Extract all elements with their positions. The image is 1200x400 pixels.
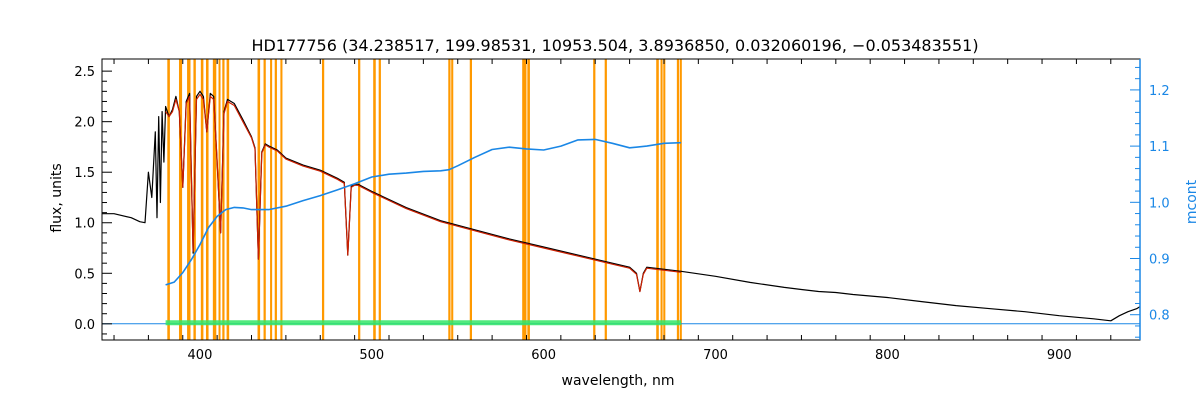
mask-band-0	[167, 59, 170, 340]
mask-band-8	[222, 59, 225, 340]
right-axis-label: mcont	[1184, 179, 1200, 224]
series-mcont-line	[165, 138, 682, 286]
y-tick-label: 2.5	[74, 65, 95, 80]
mask-band-12	[270, 59, 273, 340]
y-tick-label: 2.0	[74, 116, 95, 131]
mask-band-9	[226, 59, 230, 340]
axes: 400 500 600 700 800 900 0.0 0.5 1.0 1.5 2.0 2.5 0.8 0…	[74, 58, 1170, 363]
mask-band-29	[676, 59, 680, 340]
mask-band-15	[321, 59, 325, 340]
series-observed-line	[102, 90, 1141, 322]
mask-band-17	[373, 59, 376, 340]
mask-band-30	[679, 59, 682, 340]
y2-tick-label: 0.8	[1149, 309, 1170, 324]
y-tick-label: 0.0	[74, 318, 95, 333]
mask-band-24	[593, 59, 596, 340]
x-tick-label: 400	[188, 348, 213, 363]
mask-band-6	[212, 59, 217, 340]
x-tick-label: 600	[531, 348, 556, 363]
series-model-line	[165, 93, 682, 293]
mask-band-25	[604, 59, 607, 340]
mask-band-2	[187, 59, 191, 340]
mask-band-20	[451, 59, 454, 340]
y-tick-label: 1.5	[74, 166, 95, 181]
y-tick-label: 1.0	[74, 217, 95, 232]
mask-band-11	[263, 59, 266, 340]
x-tick-label: 700	[703, 348, 728, 363]
y2-tick-label: 1.1	[1149, 140, 1170, 155]
x-tick-label: 800	[875, 348, 900, 363]
y2-tick-label: 1.2	[1149, 84, 1170, 99]
y2-tick-label: 1.0	[1149, 196, 1170, 211]
y2-tick-label: 0.9	[1149, 253, 1170, 268]
chart-title: HD177756 (34.238517, 199.98531, 10953.50…	[251, 36, 978, 55]
mask-band-1	[178, 59, 183, 340]
mask-band-19	[448, 59, 451, 340]
mask-band-23	[527, 59, 530, 340]
mask-band-16	[358, 59, 361, 340]
mask-band-28	[663, 59, 666, 340]
series-layer	[102, 90, 1141, 326]
y-axis-label: flux, units	[49, 163, 65, 232]
mask-band-4	[200, 59, 204, 340]
mask-band-13	[274, 59, 277, 340]
mask-band-5	[205, 59, 209, 340]
mask-band-26	[656, 59, 659, 340]
x-axis-label: wavelength, nm	[562, 373, 675, 389]
mask-band-18	[378, 59, 381, 340]
mask-band-10	[257, 59, 261, 340]
y-tick-label: 0.5	[74, 267, 95, 282]
x-tick-label: 900	[1047, 348, 1072, 363]
mask-band-27	[660, 59, 663, 340]
mask-band-21	[469, 59, 473, 340]
mask-band-22	[522, 59, 527, 340]
mask-band-14	[280, 59, 283, 340]
x-tick-label: 500	[359, 348, 384, 363]
